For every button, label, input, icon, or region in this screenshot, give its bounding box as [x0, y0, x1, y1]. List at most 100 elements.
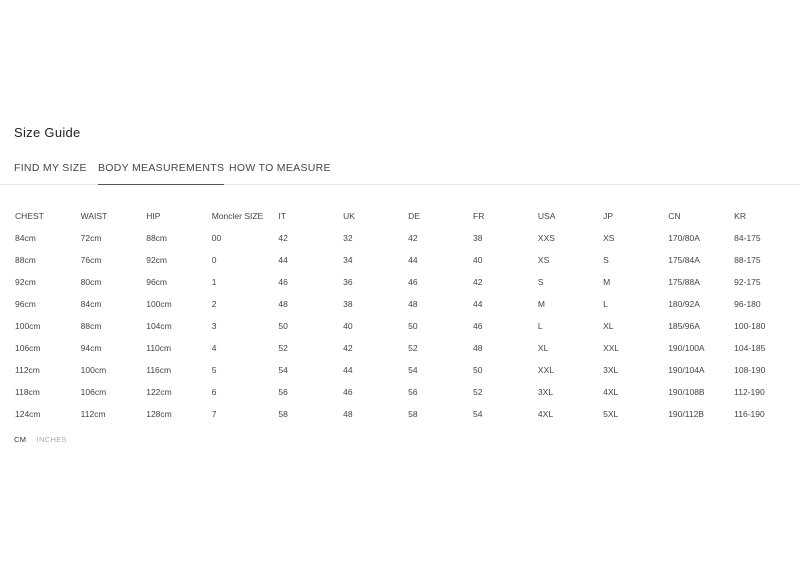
table-cell: 46	[343, 387, 353, 397]
table-cell: 92cm	[15, 277, 36, 287]
table-cell: 88cm	[80, 321, 102, 331]
table-cell: 118cm	[15, 387, 40, 397]
tab-bar: FIND MY SIZE BODY MEASUREMENTS HOW TO ME…	[0, 158, 800, 185]
column-header: FR	[473, 211, 485, 221]
table-cell: M	[603, 277, 611, 287]
table-cell: 42	[408, 233, 418, 243]
table-cell: 170/80A	[668, 233, 700, 243]
table-cell: 100cm	[146, 299, 172, 309]
column-header: UK	[343, 211, 355, 221]
table-cell: 0	[211, 255, 217, 265]
page-title: Size Guide	[14, 125, 81, 140]
table-cell: 54	[408, 365, 418, 375]
table-cell: 112cm	[80, 409, 106, 419]
unit-toggle: CM INCHES	[14, 435, 75, 444]
table-cell: 46	[473, 321, 483, 331]
table-cell: 42	[343, 343, 353, 353]
table-cell: 84cm	[15, 233, 36, 243]
table-cell: 00	[211, 233, 222, 243]
table-cell: 44	[473, 299, 483, 309]
table-cell: 92cm	[146, 255, 168, 265]
table-cell: 7	[211, 409, 217, 419]
table-cell: 106cm	[15, 343, 41, 353]
column-header: DE	[408, 211, 420, 221]
table-cell: 46	[278, 277, 288, 287]
table-cell: 190/104A	[668, 365, 705, 375]
table-cell: 190/108B	[668, 387, 705, 397]
table-cell: 40	[473, 255, 483, 265]
column-header: CN	[668, 211, 681, 221]
table-cell: XL	[603, 321, 614, 331]
table-cell: XS	[603, 233, 615, 243]
table-row: 96cm 84cm 100cm 2 48 38 48 44 M L 180/92A 96-180	[15, 293, 800, 315]
table-cell: 96cm	[15, 299, 36, 309]
table-cell: 180/92A	[668, 299, 700, 309]
table-cell: 72cm	[80, 233, 102, 243]
table-cell: 52	[408, 343, 418, 353]
table-row: 84cm 72cm 88cm 00 42 32 42 38 XXS XS 170/80A 84-175	[15, 227, 800, 249]
table-cell: XXS	[537, 233, 555, 243]
table-cell: 84cm	[80, 299, 102, 309]
tab-find-my-size[interactable]: FIND MY SIZE	[14, 162, 87, 174]
table-cell: XL	[537, 343, 549, 353]
table-cell: 5XL	[603, 409, 619, 419]
table-cell: XS	[537, 255, 550, 265]
table-cell: 56	[408, 387, 418, 397]
table-cell: 100-180	[734, 321, 766, 331]
table-row: 112cm 100cm 116cm 5 54 44 54 50 XXL 3XL 190/104A 10…	[15, 359, 800, 381]
table-cell: 112-190	[734, 387, 765, 397]
column-header: WAIST	[80, 211, 108, 221]
table-cell: 38	[343, 299, 353, 309]
tab-how-to-measure[interactable]: HOW TO MEASURE	[229, 162, 331, 174]
unit-inches-button[interactable]: INCHES	[36, 435, 67, 444]
table-cell: 4XL	[537, 409, 554, 419]
table-cell: 175/88A	[668, 277, 700, 287]
table-cell: 48	[278, 299, 288, 309]
table-cell: 104cm	[146, 321, 172, 331]
table-cell: 44	[343, 365, 353, 375]
table-cell: 46	[408, 277, 418, 287]
table-cell: 54	[278, 365, 288, 375]
table-cell: 40	[343, 321, 353, 331]
table-row: 106cm 94cm 110cm 4 52 42 52 48 XL XXL 190/100A 104-…	[15, 337, 800, 359]
table-cell: 3XL	[537, 387, 554, 397]
table-cell: 1	[211, 277, 217, 287]
table-cell: 112cm	[15, 365, 40, 375]
table-cell: 44	[408, 255, 418, 265]
table-cell: L	[537, 321, 543, 331]
table-header-row: CHEST WAIST HIP Moncler SIZE IT UK DE FR USA JP CN…	[15, 205, 800, 227]
table-row: 118cm 106cm 122cm 6 56 46 56 52 3XL 4XL 190/108B 11…	[15, 381, 800, 403]
table-cell: 175/84A	[668, 255, 700, 265]
table-cell: 88-175	[734, 255, 761, 265]
table-cell: 38	[473, 233, 483, 243]
table-cell: 4XL	[603, 387, 619, 397]
table-cell: 54	[473, 409, 483, 419]
table-cell: 50	[408, 321, 418, 331]
table-cell: 185/96A	[668, 321, 700, 331]
tab-body-measurements[interactable]: BODY MEASUREMENTS	[98, 162, 225, 185]
table-cell: 48	[343, 409, 353, 419]
table-cell: 48	[473, 343, 483, 353]
table-cell: 128cm	[146, 409, 172, 419]
table-cell: 36	[343, 277, 353, 287]
table-cell: 104-185	[734, 343, 766, 353]
table-row: 88cm 76cm 92cm 0 44 34 44 40 XS S 175/84A 88-175	[15, 249, 800, 271]
column-header: KR	[734, 211, 746, 221]
unit-cm-button[interactable]: CM	[14, 435, 27, 444]
table-cell: 3XL	[603, 365, 619, 375]
table-cell: 5	[211, 365, 217, 375]
table-cell: 34	[343, 255, 353, 265]
table-cell: 50	[278, 321, 288, 331]
table-cell: 96cm	[146, 277, 168, 287]
table-cell: M	[537, 299, 546, 309]
table-row: 92cm 80cm 96cm 1 46 36 46 42 S M 175/88A 92-175	[15, 271, 800, 293]
table-cell: 88cm	[15, 255, 36, 265]
table-cell: 92-175	[734, 277, 761, 287]
column-header: IT	[278, 211, 286, 221]
table-cell: 110cm	[146, 343, 172, 353]
table-cell: 3	[211, 321, 217, 331]
table-cell: 4	[211, 343, 217, 353]
table-cell: 44	[278, 255, 288, 265]
table-cell: L	[603, 299, 608, 309]
table-cell: 50	[473, 365, 483, 375]
